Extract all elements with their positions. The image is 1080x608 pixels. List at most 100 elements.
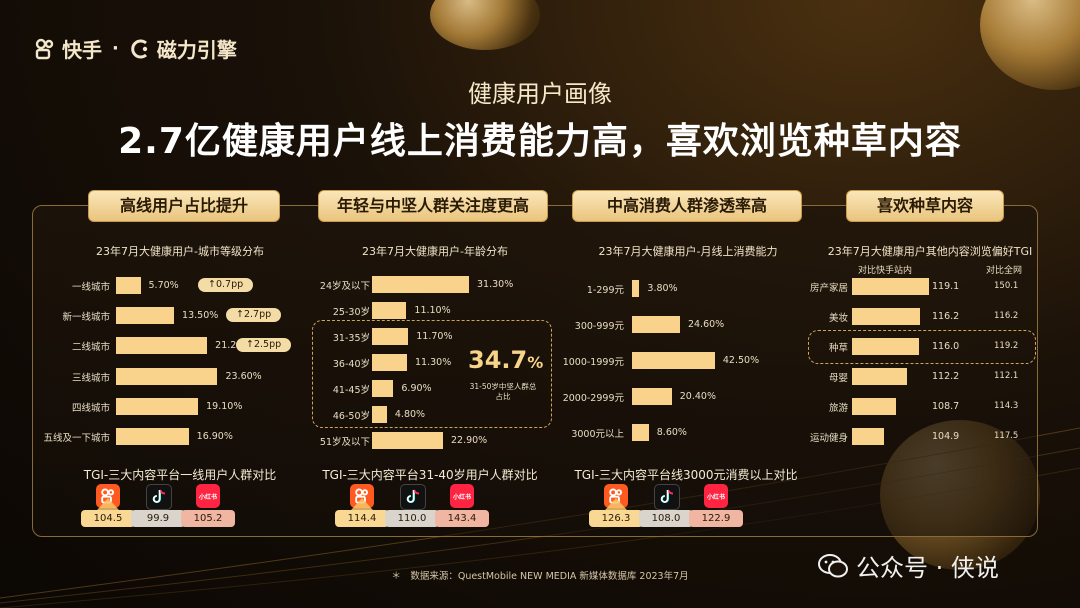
value-label: 24.60%: [687, 319, 725, 330]
tgi-score: 108.0: [639, 510, 693, 527]
section-label-city: 高线用户占比提升: [88, 190, 280, 222]
chart-title-consumption: 23年7月大健康用户-月线上消费能力: [598, 245, 778, 258]
douyin-app-icon: [654, 484, 680, 510]
bar: [372, 328, 409, 345]
brand-logo: 快手 · 磁力引擎: [34, 34, 237, 63]
douyin-app-icon: [400, 484, 426, 510]
value-label: 104.9: [932, 431, 960, 442]
douyin-app-icon: [146, 484, 172, 510]
bar: [852, 428, 884, 445]
category-label: 25-30岁: [332, 307, 370, 318]
growth-badge: ↑2.7pp: [226, 308, 282, 322]
value-label: 6.90%: [401, 383, 432, 394]
bar: [116, 277, 141, 294]
section-label-content: 喜欢种草内容: [846, 190, 1004, 222]
value-label: 13.50%: [182, 310, 219, 321]
category-label: 美妆: [828, 313, 848, 324]
bar: [852, 338, 920, 355]
category-label: 1-299元: [586, 285, 624, 296]
tgi-score: 126.3: [589, 510, 643, 527]
value-label: 23.60%: [225, 371, 262, 382]
highlight-value: 34.7%: [468, 346, 544, 374]
bar: [632, 388, 672, 405]
tgi-score: 143.4: [435, 510, 489, 527]
category-label: 新一线城市: [62, 312, 110, 323]
network-value-label: 116.2: [994, 311, 1019, 321]
bar: [852, 398, 896, 415]
category-label: 24岁及以下: [319, 281, 370, 292]
tgi-title-consumption: TGI-三大内容平台线3000元消费以上对比: [574, 468, 798, 482]
bar: [116, 398, 199, 415]
value-label: 22.90%: [450, 435, 488, 446]
category-label: 房产家居: [809, 283, 848, 294]
highlight-note: 31-50岁中坚人群总占比: [469, 382, 537, 401]
value-label: 112.2: [932, 371, 960, 382]
network-value-label: 119.2: [994, 341, 1019, 351]
kuaishou-logo-icon: [35, 38, 54, 59]
growth-badge: ↑0.7pp: [198, 278, 254, 292]
tgi-title-age: TGI-三大内容平台31-40岁用户人群对比: [322, 468, 538, 482]
category-label: 五线及一下城市: [43, 433, 110, 444]
tgi-score: 122.9: [689, 510, 743, 527]
category-label: 46-50岁: [332, 411, 370, 422]
category-label: 31-35岁: [332, 333, 370, 344]
value-label: 42.50%: [722, 355, 760, 366]
category-label: 3000元以上: [571, 429, 624, 440]
category-label: 36-40岁: [332, 359, 370, 370]
category-label: 一线城市: [71, 282, 110, 293]
cili-engine-logo-icon: [131, 39, 148, 58]
section-label-consumption: 中高消费人群渗透率高: [572, 190, 802, 222]
value-label: 4.80%: [394, 409, 426, 420]
value-label: 16.90%: [196, 431, 233, 442]
tgi-score: 110.0: [385, 510, 439, 527]
gold-orb-top: [430, 0, 540, 50]
category-label: 四线城市: [71, 403, 110, 414]
value-label: 119.1: [932, 281, 960, 292]
highlight-unit: %: [527, 353, 544, 372]
age-highlight-box: [312, 320, 552, 428]
wechat-icon: [818, 553, 848, 577]
column-label-network: 对比全网: [986, 266, 1023, 276]
bar: [116, 337, 208, 354]
xiaohongshu-app-icon: 小红书: [450, 484, 474, 508]
value-label: 21.20%: [215, 340, 252, 351]
category-label: 300-999元: [574, 321, 624, 332]
bar: [372, 354, 408, 371]
content-highlight-box: [808, 330, 1036, 364]
bar: [632, 352, 715, 369]
value-label: 19.10%: [206, 401, 243, 412]
chart-title-age: 23年7月大健康用户-年龄分布: [362, 245, 508, 258]
tgi-score: 99.9: [131, 510, 185, 527]
logo-separator: ·: [112, 38, 119, 59]
value-label: 3.80%: [647, 283, 678, 294]
value-label: 5.70%: [148, 280, 179, 291]
bar: [372, 432, 443, 449]
bar: [372, 406, 387, 423]
data-source-note: ＊ 数据来源：QuestMobile NEW MEDIA 新媒体数据库 2023…: [391, 571, 689, 582]
network-value-label: 117.5: [994, 431, 1019, 441]
value-label: 11.30%: [415, 357, 452, 368]
bar: [852, 278, 930, 295]
category-label: 2000-2999元: [562, 393, 624, 404]
tgi-score: 105.2: [181, 510, 235, 527]
watermark: 公众号 · 侠说: [818, 548, 999, 583]
network-value-label: 114.3: [994, 401, 1019, 411]
value-label: 20.40%: [679, 391, 716, 402]
value-label: 11.70%: [416, 331, 453, 342]
section-label-age: 年轻与中坚人群关注度更高: [318, 190, 548, 222]
value-label: 116.0: [932, 341, 960, 352]
category-label: 二线城市: [71, 342, 110, 353]
bar: [372, 380, 394, 397]
bar: [116, 428, 189, 445]
cili-engine-name: 磁力引擎: [156, 38, 237, 62]
bar: [372, 276, 470, 293]
bar: [116, 368, 218, 385]
category-label: 运动健身: [809, 433, 848, 444]
kuaishou-name: 快手: [62, 38, 102, 62]
category-label: 母婴: [828, 373, 848, 384]
category-label: 旅游: [828, 403, 848, 414]
column-label-kuaishou: 对比快手站内: [858, 266, 913, 276]
bar: [632, 280, 640, 297]
bar: [852, 368, 908, 385]
